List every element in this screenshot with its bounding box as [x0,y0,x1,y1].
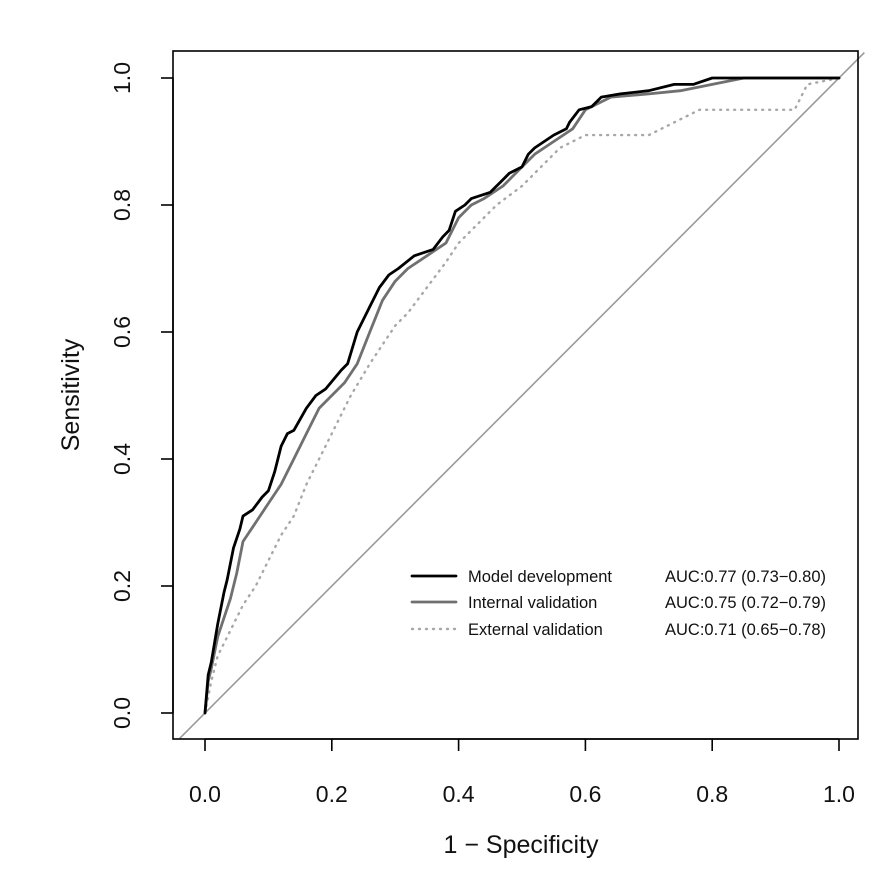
reference-diagonal-line [179,52,865,739]
legend-auc-model-development: AUC:0.77 (0.73−0.80) [665,568,826,586]
legend-auc-external-validation: AUC:0.71 (0.65−0.78) [665,621,826,639]
x-tick-label: 0.6 [569,781,601,807]
y-tick-label: 0.2 [109,570,135,602]
series-line-model-development [203,76,841,715]
series-line-internal-validation [203,76,841,715]
plot-area [179,52,865,739]
legend-auc-internal-validation: AUC:0.75 (0.72−0.79) [665,594,826,612]
x-axis-title: 1 − Specificity [444,831,599,859]
legend-label-model-development: Model development [468,568,612,586]
x-tick-label: 0.0 [189,781,221,807]
y-axis: 0.0 0.2 0.4 0.6 0.8 1.0 [109,62,174,729]
y-tick-label: 1.0 [109,62,135,94]
series-line-external-validation [203,76,841,715]
x-tick-label: 1.0 [823,781,855,807]
y-tick-label: 0.6 [109,316,135,348]
x-tick-label: 0.8 [696,781,728,807]
legend: Model development AUC:0.77 (0.73−0.80) Int… [410,568,826,639]
y-axis-title: Sensitivity [57,338,85,451]
y-tick-label: 0.4 [109,443,135,475]
x-tick-label: 0.2 [316,781,348,807]
x-tick-label: 0.4 [443,781,475,807]
y-tick-label: 0.0 [109,697,135,729]
legend-label-external-validation: External validation [468,621,603,639]
y-tick-label: 0.8 [109,189,135,221]
x-axis: 0.0 0.2 0.4 0.6 0.8 1.0 [189,738,855,807]
legend-label-internal-validation: Internal validation [468,594,597,612]
